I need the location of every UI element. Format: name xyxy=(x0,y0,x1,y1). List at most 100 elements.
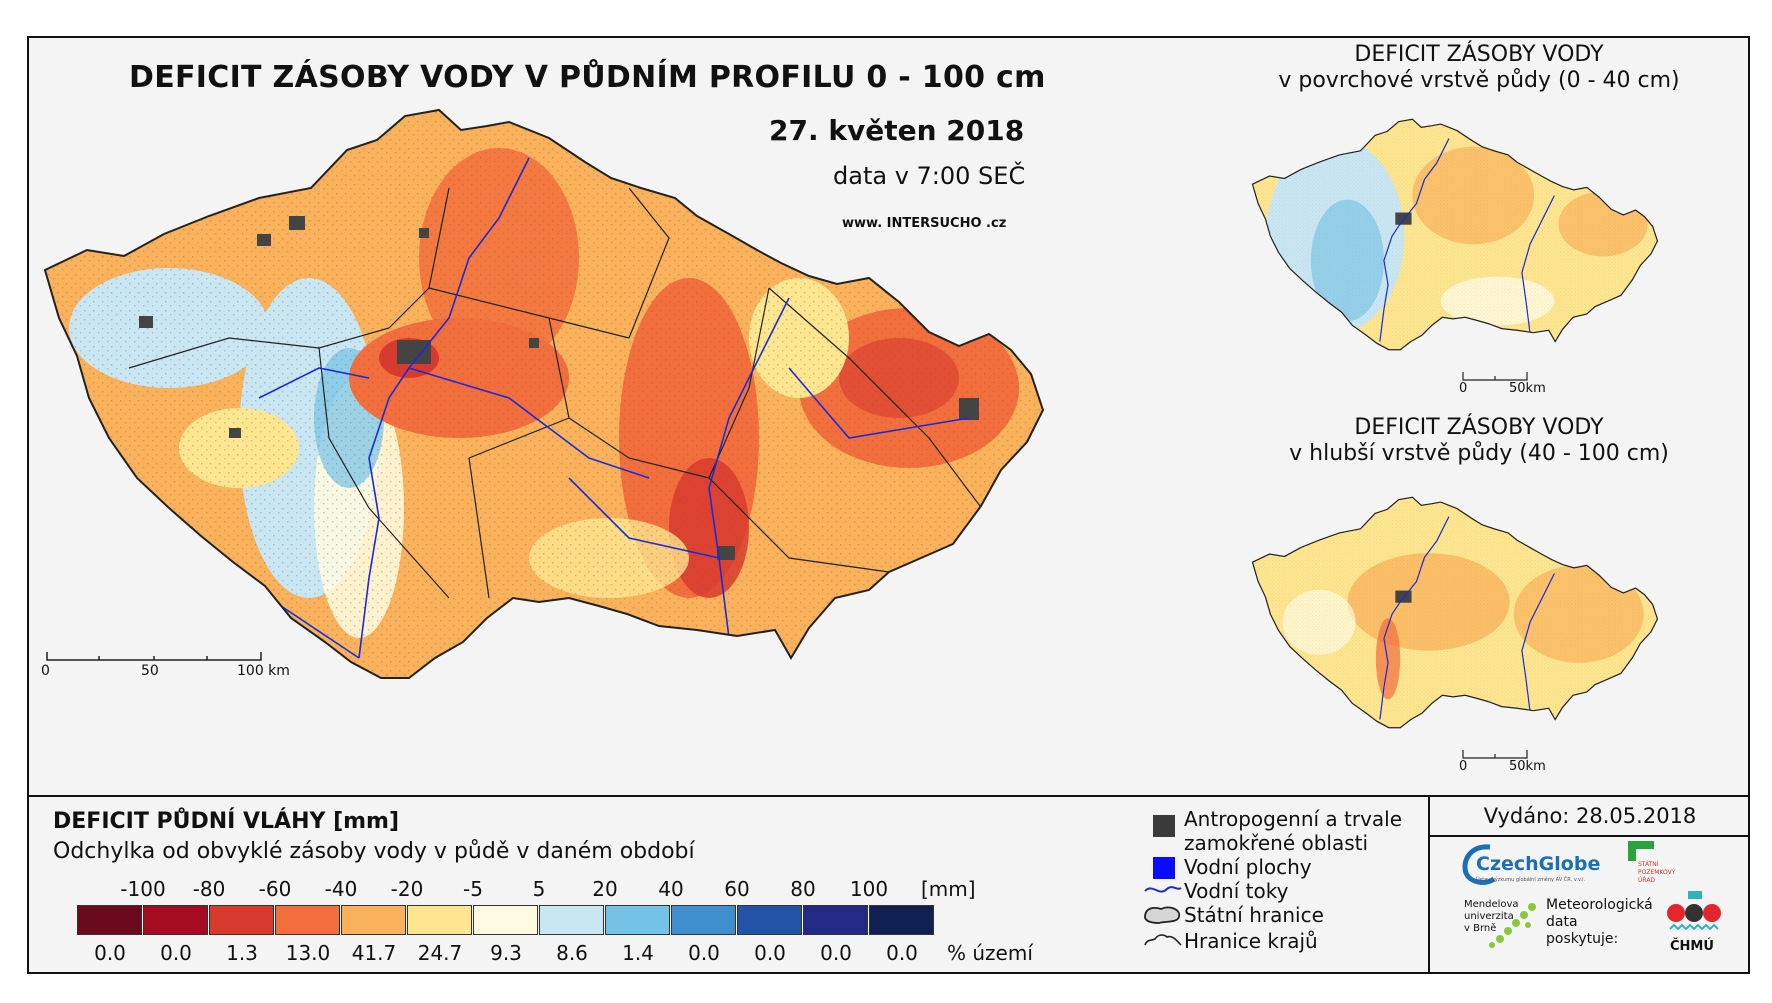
mendel-logo-line3: v Brně xyxy=(1464,923,1497,934)
legend-swatch xyxy=(605,905,670,935)
legend-percentage: 0.0 xyxy=(820,941,852,965)
key-region-border: Hranice krajů xyxy=(1184,929,1318,953)
legend-class-label: -40 xyxy=(324,877,358,901)
rivers xyxy=(208,157,970,659)
spu-logo-line1: STÁTNÍ xyxy=(1638,861,1659,868)
legend-panel: DEFICIT PŮDNÍ VLÁHY [mm] Odchylka od obv… xyxy=(29,795,1750,974)
inset-top-scale-0: 0 xyxy=(1459,381,1468,396)
inset-top-scale-50km: 50km xyxy=(1509,381,1546,396)
legend-class-label: 40 xyxy=(658,877,684,901)
legend-percentage: 13.0 xyxy=(285,941,331,965)
inset-bottom-title-line1: DEFICIT ZÁSOBY VODY xyxy=(1354,415,1604,440)
legend-unit: [mm] xyxy=(921,877,976,901)
scale-label-100km: 100 km xyxy=(237,663,290,679)
key-anthropogenic-line2: zamokřené oblasti xyxy=(1184,831,1369,855)
inset-bottom-title: DEFICIT ZÁSOBY VODY v hlubší vrstvě půdy… xyxy=(1199,415,1759,467)
scale-label-0: 0 xyxy=(41,663,50,679)
legend-class-label: 20 xyxy=(592,877,618,901)
meteo-line1: Meteorologická xyxy=(1546,897,1653,913)
key-water-bodies: Vodní plochy xyxy=(1184,855,1312,879)
legend-swatch xyxy=(737,905,802,935)
legend-class-label: 5 xyxy=(532,877,546,901)
legend-percentage: 41.7 xyxy=(351,941,397,965)
inset-top-title: DEFICIT ZÁSOBY VODY v povrchové vrstvě p… xyxy=(1199,42,1759,94)
region-border-symbol xyxy=(1144,934,1182,946)
water-body-symbol xyxy=(1153,857,1175,879)
czechglobe-logo-subtext: Ústav výzkumu globální změny AV ČR, v.v.… xyxy=(1476,877,1586,883)
legend-class-label: 100 xyxy=(849,877,889,901)
legend-percentage: 9.3 xyxy=(490,941,522,965)
legend-subtitle: Odchylka od obvyklé zásoby vody v půdě v… xyxy=(53,839,695,864)
issued-date: Vydáno: 28.05.2018 xyxy=(1430,797,1750,837)
legend-percentage: 0.0 xyxy=(688,941,720,965)
meteo-line2: data xyxy=(1546,914,1578,930)
main-map xyxy=(43,108,1045,679)
legend-swatch xyxy=(671,905,736,935)
inset-bottom-map xyxy=(1251,496,1659,729)
legend-swatch xyxy=(473,905,538,935)
key-anthropogenic-line1: Antropogenní a trvale xyxy=(1184,807,1403,831)
inset-top-map xyxy=(1251,118,1659,351)
mendel-logo-line1: Mendelova xyxy=(1464,899,1519,910)
legend-percentage: 1.4 xyxy=(622,941,654,965)
legend-class-label: -20 xyxy=(390,877,424,901)
key-rivers: Vodní toky xyxy=(1184,879,1289,903)
main-map-time: data v 7:00 SEČ xyxy=(833,162,1026,190)
legend-swatch xyxy=(341,905,406,935)
legend-class-label: 60 xyxy=(724,877,750,901)
legend-swatch xyxy=(77,905,142,935)
legend-swatch xyxy=(803,905,868,935)
mendel-logo-dots xyxy=(1489,903,1536,948)
main-map-title: DEFICIT ZÁSOBY VODY V PŮDNÍM PROFILU 0 -… xyxy=(129,60,1046,95)
chmu-logo-text: ČHMÚ xyxy=(1670,939,1714,954)
key-state-border: Státní hranice xyxy=(1184,903,1324,927)
legend-class-label: -60 xyxy=(258,877,292,901)
map-key: Antropogenní a trvale zamokřené oblasti … xyxy=(1139,797,1439,974)
legend-percentage: 8.6 xyxy=(556,941,588,965)
inset-top-scale-bar xyxy=(1462,372,1528,381)
legend-percentage: 0.0 xyxy=(160,941,192,965)
main-scale-bar xyxy=(46,652,262,661)
legend-percentage: 0.0 xyxy=(94,941,126,965)
intersucho-url: www. INTERSUCHO .cz xyxy=(842,216,1007,231)
legend-swatch xyxy=(407,905,472,935)
issuer-panel: Vydáno: 28.05.2018 CzechGlobe Ústav výzk… xyxy=(1428,797,1750,974)
region-borders xyxy=(128,187,990,599)
legend-class-label: -5 xyxy=(463,877,483,901)
inset-top-title-line2: v povrchové vrstvě půdy (0 - 40 cm) xyxy=(1278,68,1680,93)
inset-bottom-scale-bar xyxy=(1462,750,1528,759)
chmu-logo-icon xyxy=(1667,891,1721,931)
legend-class-label: -80 xyxy=(192,877,226,901)
spu-logo-icon xyxy=(1628,841,1654,861)
legend-swatch xyxy=(209,905,274,935)
state-border-symbol xyxy=(1144,906,1181,924)
main-map-date: 27. květen 2018 xyxy=(769,114,1025,147)
legend-swatch xyxy=(869,905,934,935)
inset-bottom-scale-0: 0 xyxy=(1459,759,1468,774)
czechglobe-logo-text: CzechGlobe xyxy=(1476,853,1601,875)
legend-swatch xyxy=(143,905,208,935)
state-border xyxy=(43,108,1045,679)
map-frame: 0 50 100 km DEFICIT ZÁSOBY VODY V PŮDNÍM… xyxy=(27,36,1750,974)
legend-percentage: 0.0 xyxy=(754,941,786,965)
meteo-line3: poskytuje: xyxy=(1546,931,1619,947)
legend-swatch xyxy=(539,905,604,935)
scale-label-50: 50 xyxy=(141,663,159,679)
legend-percentage: 1.3 xyxy=(226,941,258,965)
legend-class-label: 80 xyxy=(790,877,816,901)
legend-percentage: 0.0 xyxy=(886,941,918,965)
inset-bottom-title-line2: v hlubší vrstvě půdy (40 - 100 cm) xyxy=(1289,441,1669,466)
inset-bottom-scale-50km: 50km xyxy=(1509,759,1546,774)
maps-area: 0 50 100 km DEFICIT ZÁSOBY VODY V PŮDNÍM… xyxy=(29,38,1748,795)
river-symbol xyxy=(1144,886,1182,893)
legend-percentage: 24.7 xyxy=(417,941,463,965)
spu-logo-line2: POZEMKOVÝ xyxy=(1638,869,1676,876)
spu-logo-line3: ÚŘAD xyxy=(1638,877,1656,884)
czechglobe-logo-icon xyxy=(1462,844,1496,885)
color-legend: DEFICIT PŮDNÍ VLÁHY [mm] Odchylka od obv… xyxy=(29,797,1129,974)
mendel-logo-line2: univerzita xyxy=(1464,911,1514,922)
inset-top-title-line1: DEFICIT ZÁSOBY VODY xyxy=(1354,42,1604,67)
anthropogenic-symbol xyxy=(1153,815,1175,837)
legend-title: DEFICIT PŮDNÍ VLÁHY [mm] xyxy=(53,809,400,834)
legend-percent-unit: % území xyxy=(947,941,1033,965)
